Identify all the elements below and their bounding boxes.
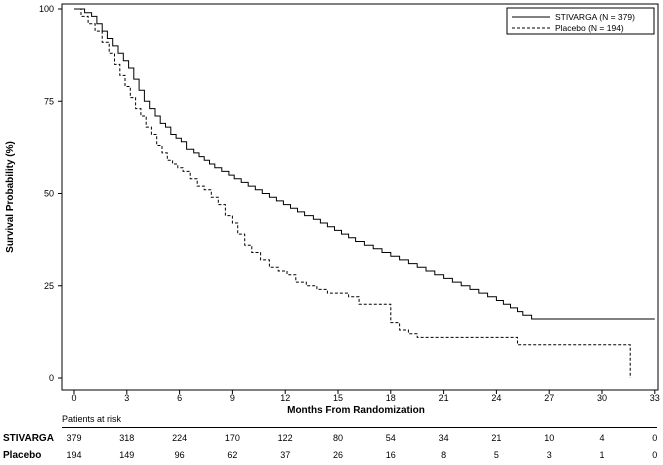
series-line-placebo [74,8,631,378]
risk-value-placebo: 1 [599,450,604,460]
risk-value-stivarga: 318 [119,433,134,443]
risk-row-label-placebo: Placebo [3,450,41,461]
risk-value-stivarga: 224 [172,433,187,443]
risk-value-stivarga: 80 [333,433,343,443]
x-tick-label: 3 [124,393,129,403]
legend: STIVARGA (N = 379) Placebo (N = 194) [506,7,655,35]
x-tick-label: 18 [386,393,396,403]
risk-value-placebo: 3 [547,450,552,460]
risk-table-divider [62,427,657,428]
series-layer [74,8,655,378]
legend-box [506,7,655,35]
risk-value-stivarga: 21 [491,433,501,443]
x-axis-ticks: 0 3 6 9 12 15 18 21 24 27 30 33 [71,390,660,403]
y-tick-label: 0 [49,373,54,383]
x-tick-label: 0 [71,393,76,403]
plot-area-frame [61,3,659,391]
risk-value-stivarga: 170 [225,433,240,443]
x-tick-label: 12 [280,393,290,403]
x-axis-label: Months From Randomization [287,405,425,416]
risk-value-placebo: 96 [175,450,185,460]
y-tick-label: 50 [44,189,54,199]
risk-value-placebo: 26 [333,450,343,460]
risk-value-placebo: 149 [119,450,134,460]
y-tick-label: 100 [39,4,54,14]
x-tick-label: 30 [597,393,607,403]
risk-value-placebo: 194 [66,450,81,460]
risk-value-placebo: 5 [494,450,499,460]
x-tick-label: 15 [333,393,343,403]
risk-table-title: Patients at risk [62,414,122,424]
x-tick-label: 27 [544,393,554,403]
y-tick-label: 75 [44,96,54,106]
y-axis-ticks: 0 25 50 75 100 [39,4,62,383]
risk-value-stivarga: 34 [439,433,449,443]
x-tick-label: 33 [650,393,660,403]
x-tick-label: 24 [491,393,501,403]
risk-value-placebo: 16 [386,450,396,460]
risk-value-stivarga: 0 [652,433,657,443]
x-tick-label: 21 [439,393,449,403]
risk-value-placebo: 8 [441,450,446,460]
risk-value-stivarga: 10 [544,433,554,443]
risk-value-placebo: 37 [280,450,290,460]
legend-label-placebo: Placebo (N = 194) [555,23,624,33]
risk-value-placebo: 0 [652,450,657,460]
risk-table: STIVARGA Placebo 379 318 224 170 122 80 54 34 21… [3,433,657,461]
risk-value-stivarga: 122 [278,433,293,443]
y-tick-label: 25 [44,281,54,291]
risk-row-label-stivarga: STIVARGA [3,433,54,444]
series-line-stivarga [74,8,655,320]
risk-value-placebo: 62 [227,450,237,460]
y-axis-label: Survival Probability (%) [5,141,16,253]
x-tick-label: 6 [177,393,182,403]
risk-value-stivarga: 4 [599,433,604,443]
x-tick-label: 9 [230,393,235,403]
risk-value-stivarga: 379 [66,433,81,443]
risk-value-stivarga: 54 [386,433,396,443]
legend-label-stivarga: STIVARGA (N = 379) [555,12,635,22]
